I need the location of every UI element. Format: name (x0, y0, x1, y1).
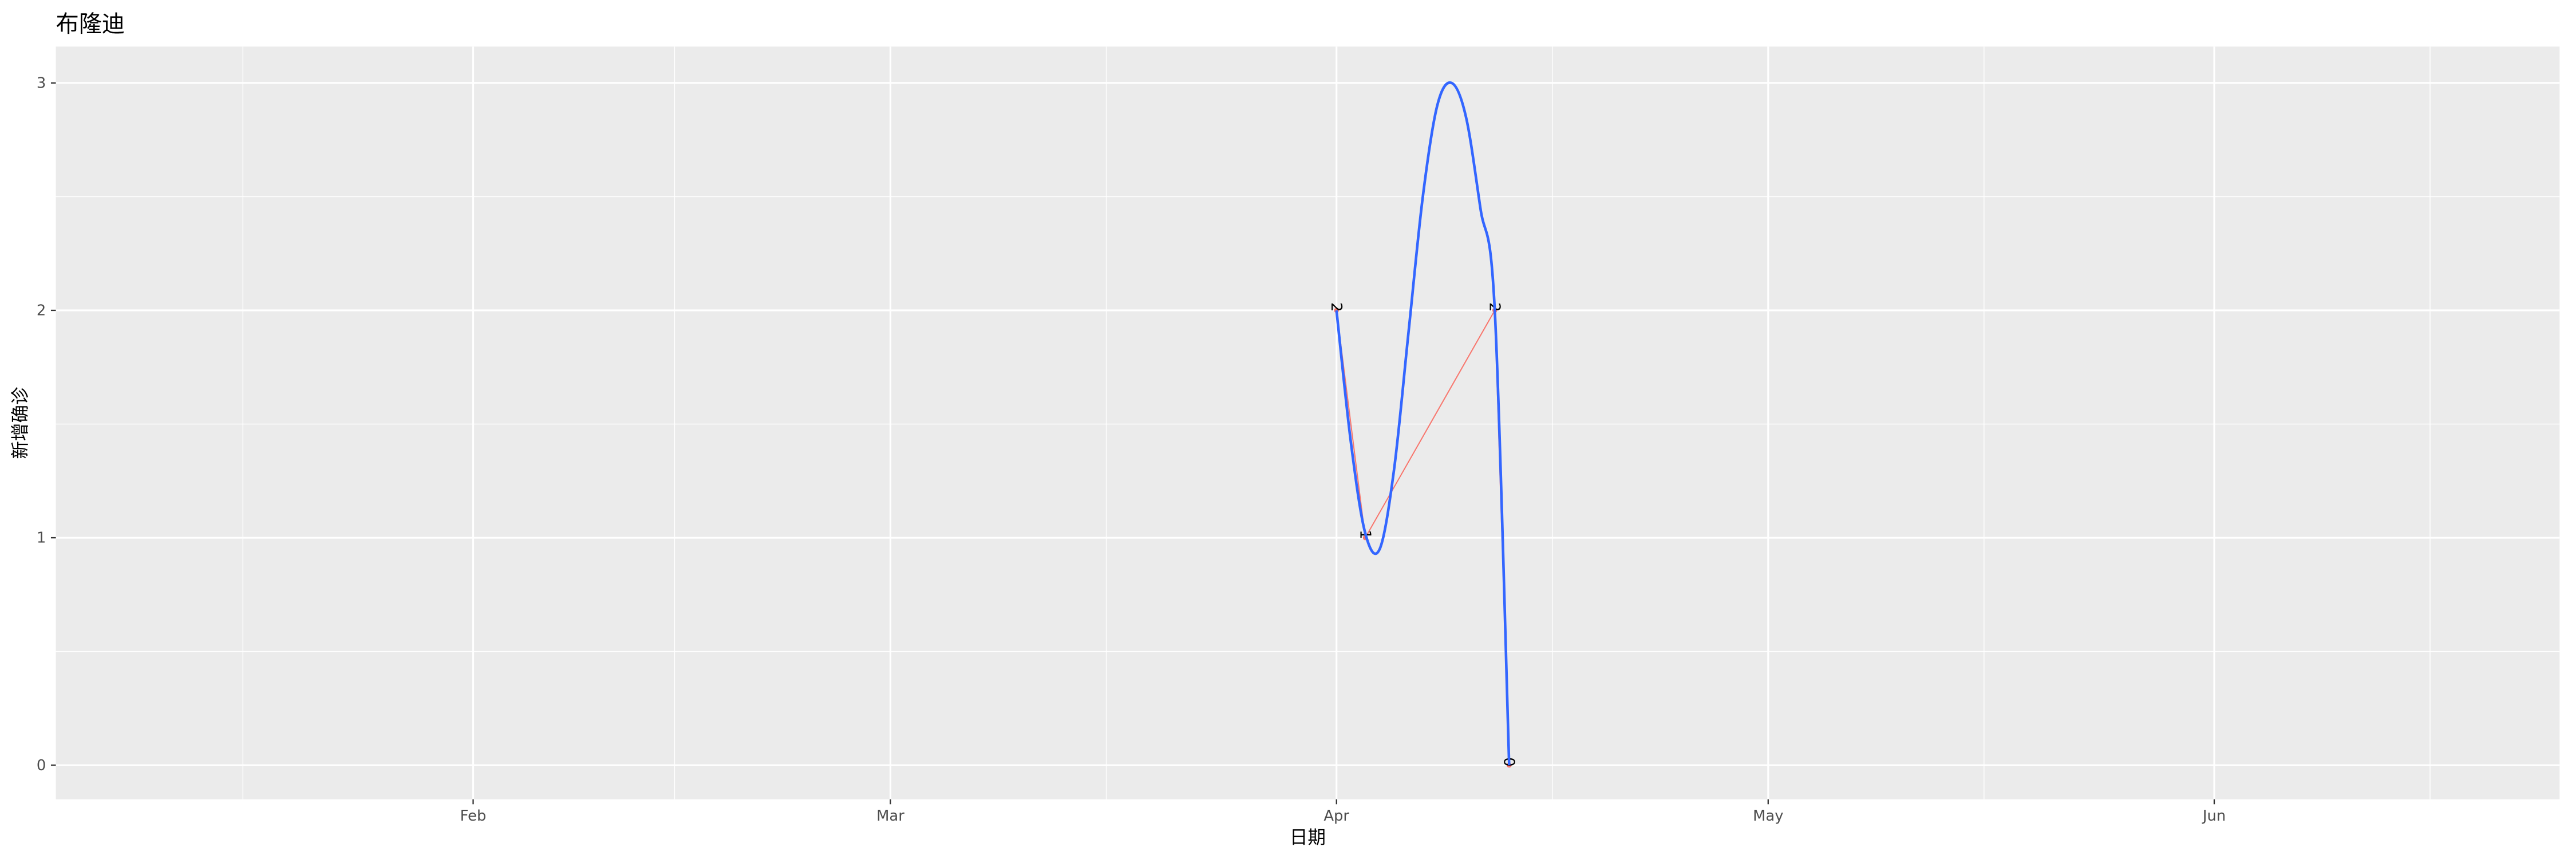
y-tick-label: 3 (37, 74, 46, 92)
data-label: 2 (1327, 302, 1345, 312)
y-tick-label: 2 (37, 302, 46, 320)
gridlines (56, 46, 2560, 799)
smooth-curve (1335, 81, 1511, 766)
x-axis: Feb Mar Apr May Jun (460, 799, 2226, 825)
x-tick-label: Apr (1323, 807, 1349, 825)
x-tick-label: Jun (2202, 807, 2226, 825)
chart-title: 布隆迪 (56, 11, 125, 37)
x-axis-label: 日期 (1290, 828, 1326, 848)
plot-panel (56, 46, 2560, 799)
x-tick-label: Feb (460, 807, 487, 825)
y-axis-label: 新增确诊 (10, 387, 31, 459)
x-tick-label: May (1753, 807, 1783, 825)
x-tick-label: Mar (876, 807, 904, 825)
y-tick-label: 0 (37, 757, 46, 774)
y-tick-label: 1 (37, 530, 46, 547)
y-axis: 0 1 2 3 (37, 74, 56, 774)
